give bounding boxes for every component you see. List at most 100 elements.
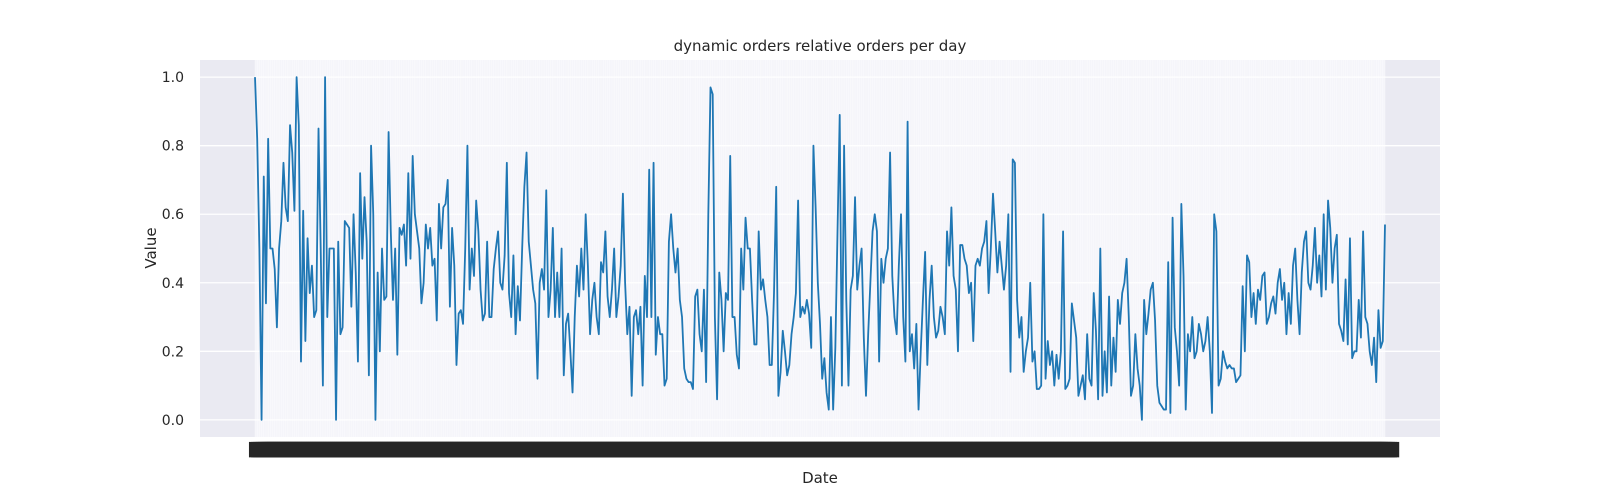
x-tick-label: ██ bbox=[704, 441, 726, 458]
x-tick-label: ██ bbox=[515, 441, 537, 458]
x-tick-label: ██ bbox=[1021, 441, 1043, 458]
x-tick-label: ██ bbox=[276, 441, 298, 458]
x-tick-label: ██ bbox=[1115, 441, 1137, 458]
x-tick-label: ██ bbox=[1058, 441, 1080, 458]
x-tick-label: ██ bbox=[452, 441, 474, 458]
x-tick-label: ██ bbox=[563, 441, 585, 458]
x-tick-label: ██ bbox=[1137, 441, 1159, 458]
x-tick-label: ██ bbox=[719, 441, 741, 458]
x-tick-label: ██ bbox=[559, 441, 581, 458]
x-tick-label: ██ bbox=[1231, 441, 1253, 458]
x-tick-label: ██ bbox=[1131, 441, 1153, 458]
x-tick-label: ██ bbox=[1163, 441, 1185, 458]
x-tick-label: ██ bbox=[449, 441, 471, 458]
x-tick-label: ██ bbox=[1150, 441, 1172, 458]
x-tick-label: ██ bbox=[633, 441, 655, 458]
x-tick-label: ██ bbox=[465, 441, 487, 458]
x-tick-label: ██ bbox=[1288, 441, 1310, 458]
x-tick-label: ██ bbox=[344, 441, 366, 458]
x-tick-label: ██ bbox=[495, 441, 517, 458]
x-tick-label: ██ bbox=[1104, 441, 1126, 458]
x-tick-label: ██ bbox=[1312, 441, 1334, 458]
x-tick-label: ██ bbox=[872, 441, 894, 458]
x-tick-label: ██ bbox=[583, 441, 605, 458]
x-tick-label: ██ bbox=[609, 441, 631, 458]
x-tick-label: ██ bbox=[701, 441, 723, 458]
x-tick-label: ██ bbox=[914, 441, 936, 458]
x-tick-label: ██ bbox=[971, 441, 993, 458]
x-tick-label: ██ bbox=[1106, 441, 1128, 458]
x-tick-label: ██ bbox=[1174, 441, 1196, 458]
x-tick-label: ██ bbox=[940, 441, 962, 458]
x-tick-label: ██ bbox=[366, 441, 388, 458]
x-tick-label: ██ bbox=[877, 441, 899, 458]
x-tick-label: ██ bbox=[1152, 441, 1174, 458]
x-tick-label: ██ bbox=[557, 441, 579, 458]
x-tick-label: ██ bbox=[1172, 441, 1194, 458]
x-tick-label: ██ bbox=[414, 441, 436, 458]
x-tick-label: ██ bbox=[393, 441, 415, 458]
x-tick-label: ██ bbox=[294, 441, 316, 458]
x-tick-label: ██ bbox=[802, 441, 824, 458]
x-tick-label: ██ bbox=[386, 441, 408, 458]
x-tick-label: ██ bbox=[962, 441, 984, 458]
x-tick-label: ██ bbox=[301, 441, 323, 458]
x-tick-label: ██ bbox=[500, 441, 522, 458]
x-tick-label: ██ bbox=[789, 441, 811, 458]
x-tick-label: ██ bbox=[1293, 441, 1315, 458]
x-tick-label: ██ bbox=[338, 441, 360, 458]
x-tick-label: ██ bbox=[644, 441, 666, 458]
y-tick-labels: 0.0 0.2 0.4 0.6 0.8 1.0 bbox=[162, 70, 184, 429]
x-tick-label: ██ bbox=[688, 441, 710, 458]
x-tick-label: ██ bbox=[1376, 441, 1398, 458]
x-tick-label: ██ bbox=[951, 441, 973, 458]
x-tick-label: ██ bbox=[933, 441, 955, 458]
x-tick-label: ██ bbox=[642, 441, 664, 458]
x-tick-label: ██ bbox=[353, 441, 375, 458]
x-tick-label: ██ bbox=[395, 441, 417, 458]
x-tick-label: ██ bbox=[859, 441, 881, 458]
x-tick-label: ██ bbox=[1332, 441, 1354, 458]
x-tick-label: ██ bbox=[1271, 441, 1293, 458]
x-tick-label: ██ bbox=[894, 441, 916, 458]
x-tick-label: ██ bbox=[923, 441, 945, 458]
x-tick-label: ██ bbox=[1041, 441, 1063, 458]
x-tick-label: ██ bbox=[397, 441, 419, 458]
x-tick-label: ██ bbox=[1146, 441, 1168, 458]
x-tick-label: ██ bbox=[745, 441, 767, 458]
x-tick-label: ██ bbox=[574, 441, 596, 458]
x-tick-label: ██ bbox=[1168, 441, 1190, 458]
x-tick-label: ██ bbox=[1082, 441, 1104, 458]
x-tick-label: ██ bbox=[252, 441, 274, 458]
x-tick-label: ██ bbox=[1089, 441, 1111, 458]
x-tick-label: ██ bbox=[1010, 441, 1032, 458]
x-tick-label: ██ bbox=[752, 441, 774, 458]
x-tick-label: ██ bbox=[855, 441, 877, 458]
x-tick-label: ██ bbox=[887, 441, 909, 458]
x-tick-label: ██ bbox=[1290, 441, 1312, 458]
x-tick-label: ██ bbox=[1078, 441, 1100, 458]
x-tick-label: ██ bbox=[368, 441, 390, 458]
x-tick-label: ██ bbox=[1093, 441, 1115, 458]
x-tick-label: ██ bbox=[601, 441, 623, 458]
x-tick-label: ██ bbox=[329, 441, 351, 458]
x-tick-label: ██ bbox=[1266, 441, 1288, 458]
x-tick-label: ██ bbox=[382, 441, 404, 458]
y-tick-label: 0.8 bbox=[162, 139, 184, 155]
x-tick-label: ██ bbox=[1286, 441, 1308, 458]
x-tick-label: ██ bbox=[320, 441, 342, 458]
x-tick-label: ██ bbox=[778, 441, 800, 458]
x-tick-label: ██ bbox=[1334, 441, 1356, 458]
x-tick-label: ██ bbox=[1233, 441, 1255, 458]
x-tick-label: ██ bbox=[377, 441, 399, 458]
x-tick-label: ██ bbox=[879, 441, 901, 458]
x-tick-label: ██ bbox=[1277, 441, 1299, 458]
x-tick-label: ██ bbox=[1321, 441, 1343, 458]
x-tick-label: ██ bbox=[660, 441, 682, 458]
x-tick-label: ██ bbox=[1240, 441, 1262, 458]
x-tick-label: ██ bbox=[1198, 441, 1220, 458]
x-tick-label: ██ bbox=[1282, 441, 1304, 458]
x-tick-label: ██ bbox=[555, 441, 577, 458]
x-tick-label: ██ bbox=[325, 441, 347, 458]
x-tick-label: ██ bbox=[690, 441, 712, 458]
